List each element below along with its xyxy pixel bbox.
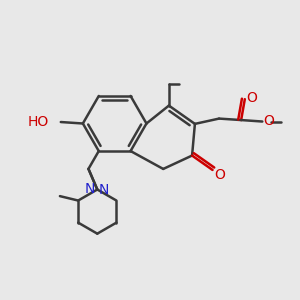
Text: N: N bbox=[99, 182, 109, 197]
Text: HO: HO bbox=[27, 115, 48, 129]
Text: O: O bbox=[246, 91, 257, 105]
Text: N: N bbox=[84, 182, 94, 196]
Text: O: O bbox=[263, 114, 274, 128]
Text: O: O bbox=[214, 168, 225, 182]
